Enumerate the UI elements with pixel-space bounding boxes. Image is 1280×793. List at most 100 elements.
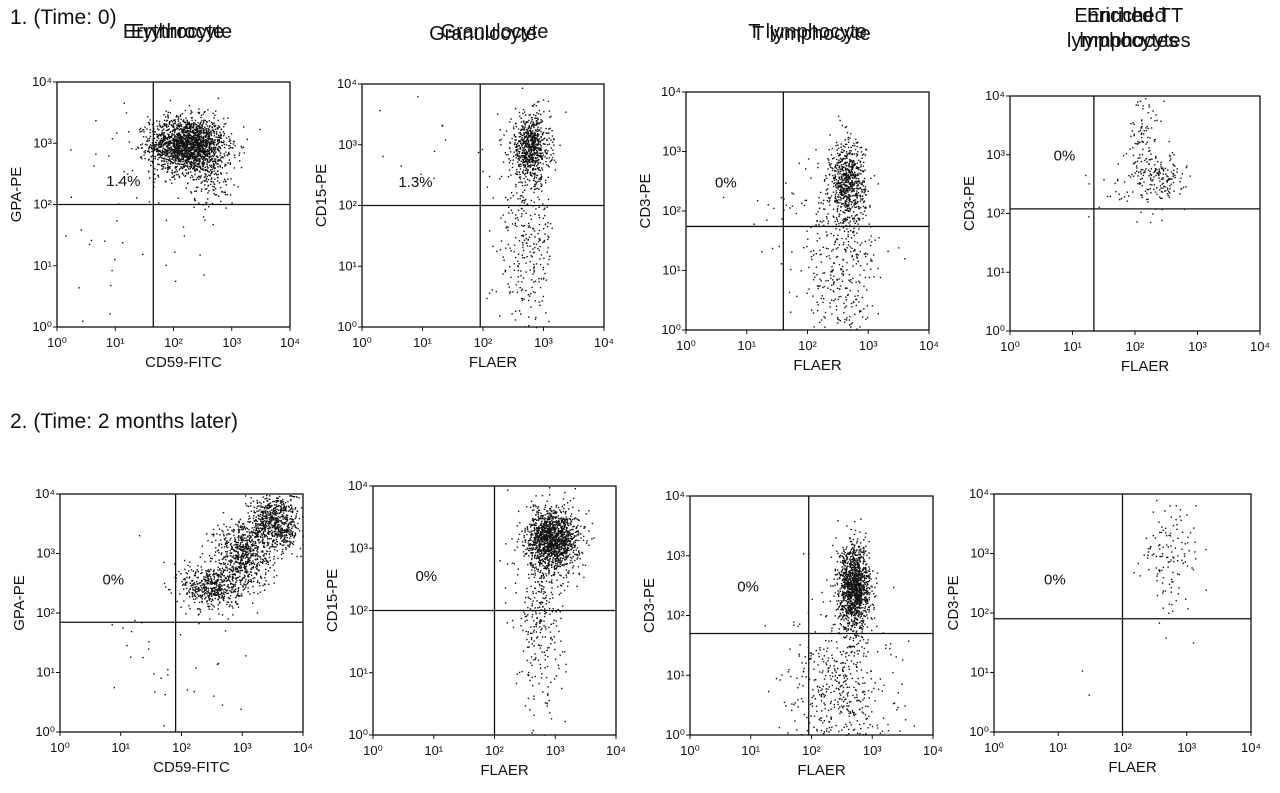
event-point — [202, 149, 204, 151]
event-point — [810, 250, 812, 253]
event-point — [93, 165, 95, 167]
event-point — [147, 116, 149, 118]
event-point — [858, 301, 860, 303]
event-point — [811, 258, 813, 261]
event-point — [839, 186, 842, 188]
event-point — [529, 134, 531, 136]
event-point — [860, 183, 862, 185]
event-point — [213, 160, 216, 162]
event-point — [174, 130, 176, 132]
event-point — [824, 326, 826, 328]
event-point — [847, 293, 849, 296]
event-point — [1153, 188, 1155, 191]
event-point — [843, 184, 846, 186]
event-point — [514, 237, 517, 239]
event-point — [542, 99, 545, 101]
event-point — [201, 119, 203, 122]
event-point — [849, 150, 851, 152]
event-point — [441, 124, 443, 127]
event-point — [1149, 221, 1152, 224]
event-point — [843, 220, 845, 223]
event-point — [843, 241, 845, 244]
event-point — [533, 154, 535, 156]
event-point — [139, 131, 141, 133]
event-point — [157, 134, 159, 136]
event-point — [858, 280, 860, 282]
event-point — [230, 133, 233, 135]
event-point — [198, 108, 200, 110]
event-point — [834, 177, 836, 179]
event-point — [210, 142, 212, 144]
event-point — [522, 159, 524, 161]
event-point — [856, 253, 858, 255]
event-point — [851, 161, 854, 164]
event-point — [813, 272, 815, 274]
event-point — [210, 159, 212, 161]
event-point — [865, 188, 867, 191]
event-point — [540, 135, 542, 138]
event-point — [840, 199, 842, 201]
event-point — [546, 152, 548, 154]
event-point — [204, 166, 206, 168]
event-point — [218, 585, 220, 587]
event-point — [198, 137, 200, 139]
event-point — [839, 229, 841, 231]
event-point — [836, 255, 839, 258]
event-point — [174, 140, 176, 142]
event-point — [173, 123, 176, 125]
event-point — [208, 155, 210, 158]
event-point — [158, 150, 160, 152]
event-point — [546, 138, 548, 141]
event-point — [517, 266, 519, 268]
event-point — [213, 170, 216, 172]
event-point — [853, 200, 855, 202]
event-point — [221, 581, 223, 583]
event-point — [206, 181, 208, 183]
event-point — [547, 247, 549, 249]
event-point — [218, 594, 220, 596]
event-point — [194, 589, 197, 592]
event-point — [854, 145, 856, 147]
panel-4-plot-frame — [1009, 95, 1261, 332]
event-point — [819, 285, 821, 287]
event-point — [843, 191, 845, 194]
event-point — [533, 136, 536, 138]
event-point — [526, 256, 528, 258]
event-point — [185, 123, 187, 126]
event-point — [850, 181, 852, 184]
event-point — [510, 250, 512, 252]
event-point — [791, 251, 793, 253]
event-point — [543, 257, 545, 259]
event-point — [206, 201, 208, 204]
event-point — [839, 196, 842, 198]
event-point — [213, 122, 215, 124]
event-point — [533, 151, 535, 153]
event-point — [223, 599, 225, 602]
event-point — [174, 135, 176, 138]
event-point — [197, 144, 199, 147]
event-point — [532, 159, 534, 161]
event-point — [520, 142, 522, 145]
event-point — [830, 271, 832, 273]
event-point — [213, 165, 215, 167]
event-point — [1161, 219, 1163, 222]
event-point — [1138, 183, 1141, 185]
event-point — [853, 250, 855, 252]
event-point — [219, 131, 221, 134]
event-point — [174, 563, 176, 565]
event-point — [1163, 185, 1165, 187]
event-point — [211, 202, 214, 205]
event-point — [178, 169, 180, 171]
event-point — [852, 177, 854, 179]
event-point — [505, 196, 507, 199]
event-point — [178, 148, 180, 150]
event-point — [528, 150, 530, 152]
event-point — [185, 131, 188, 133]
event-point — [834, 182, 836, 184]
event-point — [208, 570, 210, 572]
event-point — [548, 143, 551, 145]
event-point — [538, 162, 540, 164]
event-point — [838, 185, 841, 187]
event-point — [189, 561, 191, 563]
event-point — [531, 145, 533, 147]
